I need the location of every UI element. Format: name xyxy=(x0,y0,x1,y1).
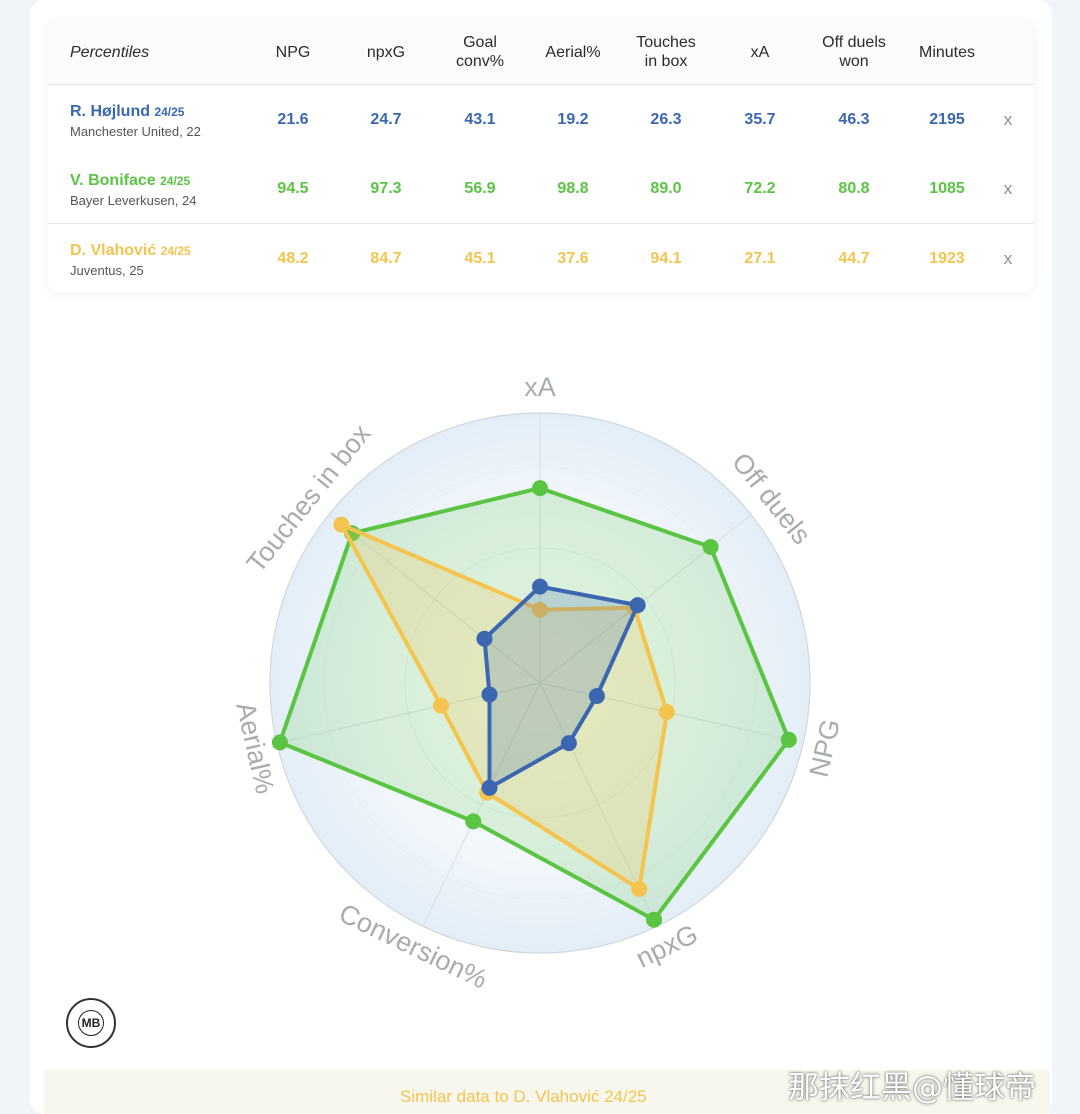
header-off-duels-won: Off duels won xyxy=(806,20,902,84)
player-club: Bayer Leverkusen, 24 xyxy=(70,193,197,208)
cell-touches: 89.0 xyxy=(650,179,682,197)
header-label: Goal xyxy=(463,34,497,51)
cell-minutes: 2195 xyxy=(929,110,965,128)
cell-goal-conv: 43.1 xyxy=(464,110,496,128)
player-club: Manchester United, 22 xyxy=(70,124,201,139)
header-label: NPG xyxy=(275,43,311,61)
cell-aerial: 19.2 xyxy=(557,110,589,128)
table-row: D. Vlahović 24/25 Juventus, 25 48.2 84.7… xyxy=(48,224,1034,293)
cell-npxg: 84.7 xyxy=(370,249,402,267)
mb-logo: MB xyxy=(66,998,116,1048)
logo-text: MB xyxy=(78,1010,104,1036)
cell-minutes: 1923 xyxy=(929,249,965,267)
header-label: Aerial% xyxy=(545,43,601,61)
remove-player-button[interactable]: x xyxy=(1003,109,1013,129)
header-label: won xyxy=(839,53,869,70)
cell-touches: 94.1 xyxy=(650,249,682,267)
player-name[interactable]: V. Boniface 24/25 xyxy=(70,172,191,189)
watermark: 那抹红黑@懂球帝 xyxy=(788,1070,1036,1106)
remove-player-button[interactable]: x xyxy=(1003,248,1013,268)
header-label: npxG xyxy=(366,43,406,61)
table-header: Percentiles NPG npxG Goal conv% Aerial% T… xyxy=(48,20,1034,85)
cell-off-duels: 44.7 xyxy=(838,249,870,267)
cell-minutes: 1085 xyxy=(929,179,965,197)
cell-npg: 94.5 xyxy=(277,179,309,197)
header-label: conv% xyxy=(455,53,505,70)
percentiles-table: Percentiles NPG npxG Goal conv% Aerial% T… xyxy=(48,20,1034,292)
header-label: in box xyxy=(644,53,688,70)
table-row: V. Boniface 24/25 Bayer Leverkusen, 24 9… xyxy=(48,154,1034,224)
cell-xa: 27.1 xyxy=(744,249,776,267)
player-name[interactable]: R. Højlund 24/25 xyxy=(70,103,185,120)
header-npxg: npxG xyxy=(338,20,434,84)
similar-data-text[interactable]: Similar data to D. Vlahović 24/25 xyxy=(400,1087,647,1106)
header-touches-in-box: Touches in box xyxy=(618,20,714,84)
cell-goal-conv: 56.9 xyxy=(464,179,496,197)
cell-npg: 21.6 xyxy=(277,110,309,128)
cell-xa: 35.7 xyxy=(744,110,776,128)
cell-xa: 72.2 xyxy=(744,179,776,197)
header-minutes: Minutes xyxy=(899,20,995,84)
cell-off-duels: 46.3 xyxy=(838,110,870,128)
cell-aerial: 37.6 xyxy=(557,249,589,267)
cell-npg: 48.2 xyxy=(277,249,309,267)
header-label: Minutes xyxy=(918,43,976,61)
player-club: Juventus, 25 xyxy=(70,263,144,278)
cell-goal-conv: 45.1 xyxy=(464,249,496,267)
page-panel: Percentiles NPG npxG Goal conv% Aerial% T… xyxy=(30,0,1052,1114)
header-xa: xA xyxy=(712,20,808,84)
header-aerial: Aerial% xyxy=(525,20,621,84)
similar-data-bar[interactable] xyxy=(44,1070,1050,1114)
header-npg: NPG xyxy=(245,20,341,84)
header-percentiles: Percentiles xyxy=(70,43,150,61)
header-label: Touches xyxy=(636,34,696,51)
cell-touches: 26.3 xyxy=(650,110,682,128)
table-row: R. Højlund 24/25 Manchester United, 22 2… xyxy=(48,85,1034,154)
cell-off-duels: 80.8 xyxy=(838,179,870,197)
header-goal-conv: Goal conv% xyxy=(432,20,528,84)
remove-player-button[interactable]: x xyxy=(1003,178,1013,198)
cell-npxg: 24.7 xyxy=(370,110,402,128)
player-name[interactable]: D. Vlahović 24/25 xyxy=(70,242,191,259)
cell-aerial: 98.8 xyxy=(557,179,589,197)
header-label: xA xyxy=(750,43,770,61)
header-label: Off duels xyxy=(822,34,886,51)
cell-npxg: 97.3 xyxy=(370,179,402,197)
